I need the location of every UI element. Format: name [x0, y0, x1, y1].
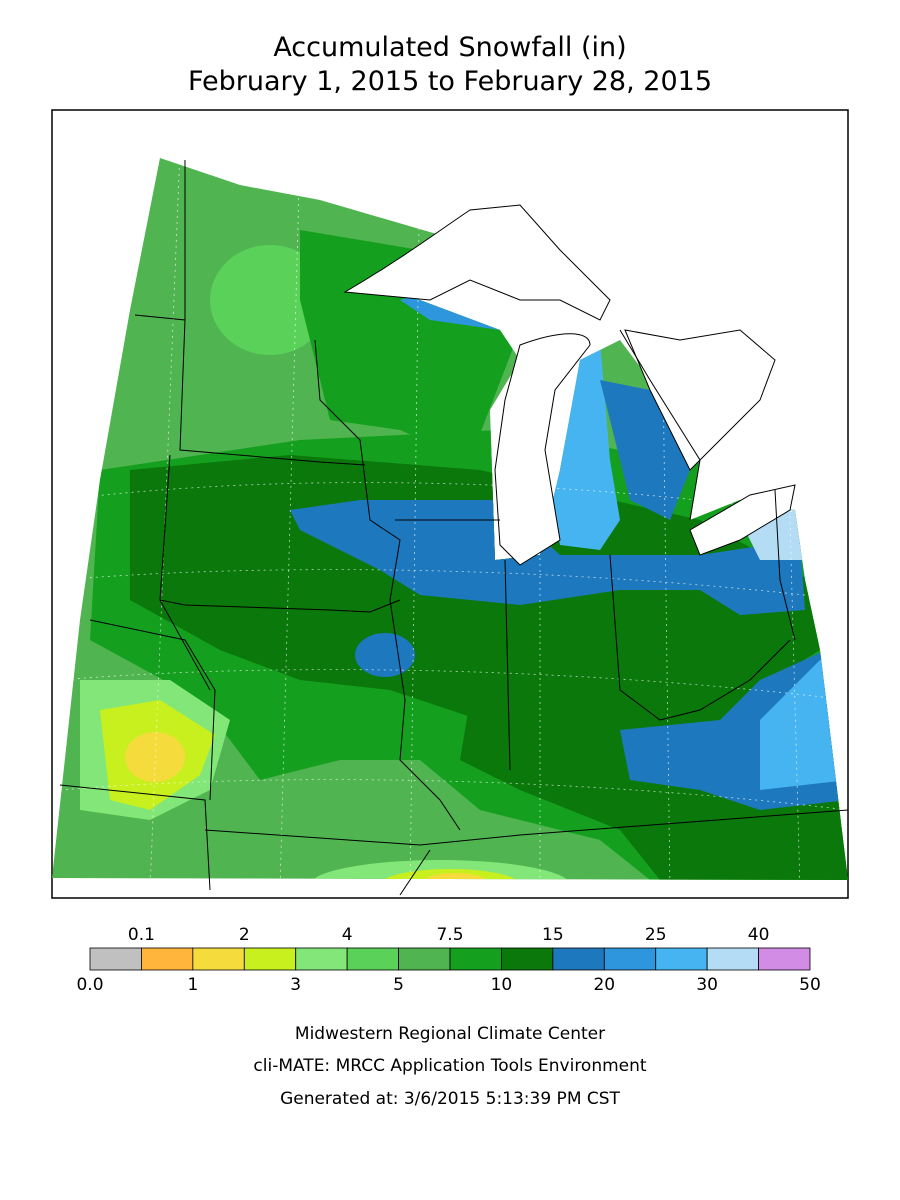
- legend-swatch: [758, 947, 811, 971]
- legend-label-bottom: 10: [491, 975, 513, 995]
- legend-swatch: [295, 947, 348, 971]
- contour: [290, 500, 805, 615]
- contour: [380, 869, 520, 880]
- legend-label-bottom: 3: [290, 975, 301, 995]
- footer-line: Midwestern Regional Climate Center: [295, 1024, 605, 1044]
- contour: [600, 380, 690, 520]
- footer-line: cli-MATE: MRCC Application Tools Environ…: [253, 1056, 646, 1076]
- legend-label-top: 15: [542, 925, 564, 945]
- snowfall-map: [51, 109, 849, 899]
- lake-superior: [343, 204, 611, 321]
- legend-swatch: [501, 947, 554, 971]
- legend-swatch: [398, 947, 451, 971]
- legend-swatch: [141, 947, 194, 971]
- legend-swatch: [603, 947, 657, 971]
- legend: 0.1 2 4 7.5 15 25 40 0.0 1 3 5 10 20 30 50: [76, 925, 820, 995]
- legend-label-bottom: 1: [187, 975, 198, 995]
- legend-label-bottom: 50: [799, 975, 821, 995]
- legend-swatch: [706, 947, 759, 971]
- legend-label-top: 4: [342, 925, 353, 945]
- lake-michigan: [494, 333, 591, 566]
- legend-label-bottom: 5: [393, 975, 404, 995]
- legend-label-bottom: 30: [696, 975, 718, 995]
- legend-label-top: 2: [239, 925, 250, 945]
- contour: [310, 860, 570, 880]
- legend-label-top: 40: [748, 925, 770, 945]
- lake-erie: [689, 484, 796, 556]
- contour: [355, 633, 415, 677]
- graticule: [59, 158, 848, 880]
- lakes: [343, 204, 796, 566]
- legend-swatch: [449, 947, 502, 971]
- lake-huron: [624, 329, 776, 471]
- legend-swatch: [243, 947, 297, 971]
- map-title: Accumulated Snowfall (in): [273, 32, 626, 63]
- legend-swatch: [552, 947, 605, 971]
- legend-label-top: 0.1: [128, 925, 155, 945]
- map-subtitle: February 1, 2015 to February 28, 2015: [188, 66, 712, 97]
- legend-label-bottom: 20: [593, 975, 615, 995]
- borders: [59, 160, 849, 896]
- footer-line: Generated at: 3/6/2015 5:13:39 PM CST: [280, 1089, 620, 1109]
- legend-swatch: [89, 947, 142, 971]
- legend-swatch: [192, 947, 245, 971]
- legend-swatch: [346, 947, 399, 971]
- legend-label-top: 7.5: [436, 925, 463, 945]
- legend-label-top: 25: [645, 925, 667, 945]
- legend-label-bottom: 0.0: [76, 975, 103, 995]
- legend-swatch: [655, 947, 708, 971]
